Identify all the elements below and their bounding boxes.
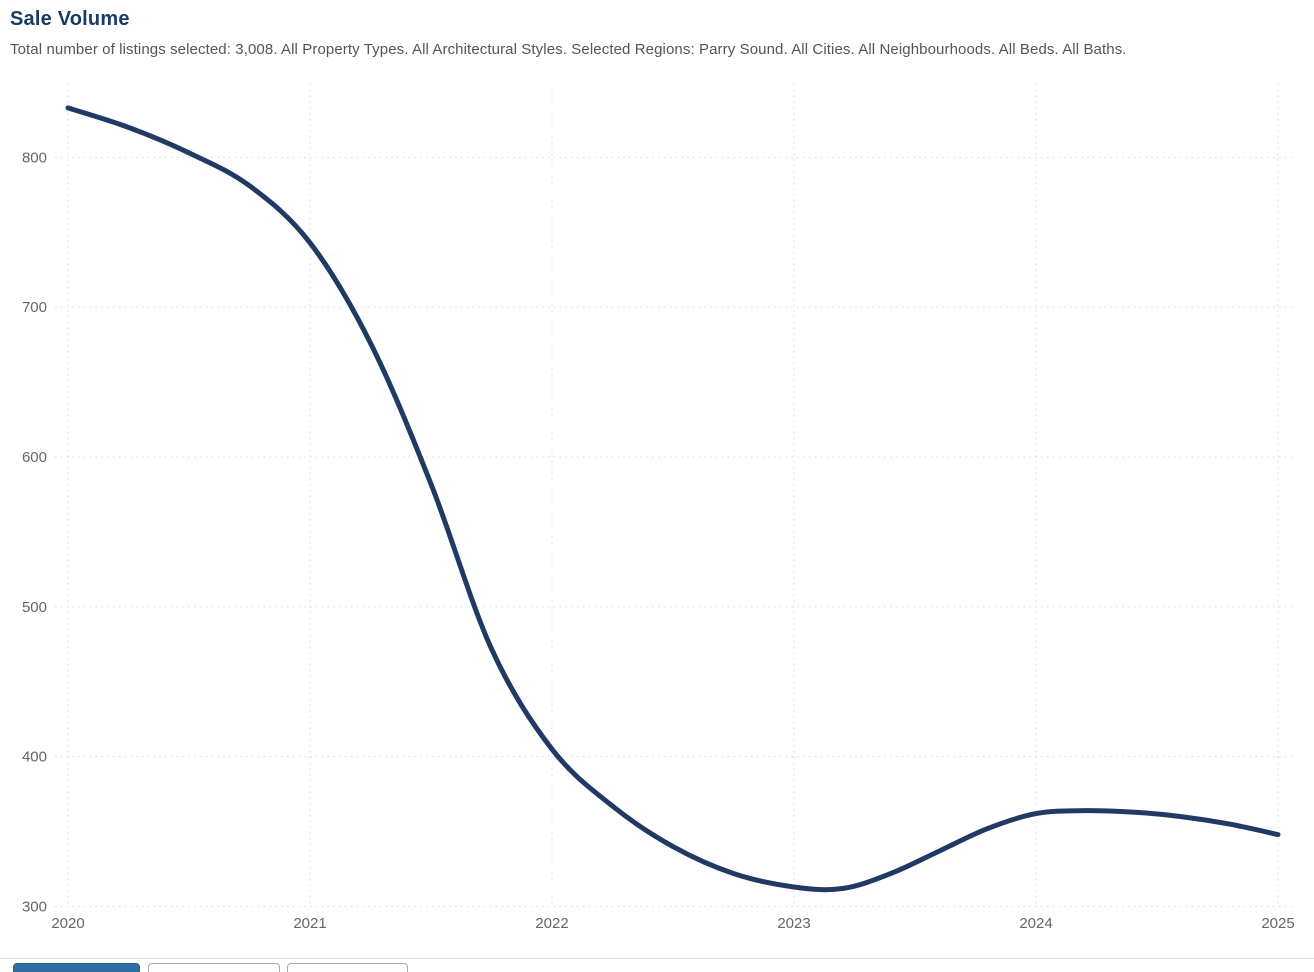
x-axis-tick-label: 2023	[777, 915, 810, 932]
x-axis-tick-label: 2024	[1019, 915, 1052, 932]
y-axis-tick-label: 400	[22, 749, 47, 766]
x-axis-tick-label: 2020	[51, 915, 84, 932]
footer-button-primary[interactable]	[13, 963, 140, 972]
y-axis-tick-label: 300	[22, 899, 47, 916]
footer-button-secondary-2[interactable]	[287, 963, 408, 972]
y-axis-tick-label: 500	[22, 599, 47, 616]
y-axis-tick-label: 600	[22, 449, 47, 466]
x-axis-tick-label: 2021	[293, 915, 326, 932]
footer-divider	[0, 958, 1314, 959]
chart-subtitle: Total number of listings selected: 3,008…	[10, 41, 1127, 58]
chart-header: Sale Volume Total number of listings sel…	[10, 8, 1300, 58]
footer-button-bar	[0, 963, 1314, 972]
x-axis-tick-label: 2022	[535, 915, 568, 932]
y-axis-tick-label: 800	[22, 149, 47, 166]
page-title: Sale Volume	[10, 8, 130, 30]
y-axis-tick-label: 700	[22, 299, 47, 316]
x-axis-tick-label: 2025	[1261, 915, 1294, 932]
footer-button-secondary-1[interactable]	[148, 963, 280, 972]
sale-volume-series-line	[65, 105, 1281, 893]
